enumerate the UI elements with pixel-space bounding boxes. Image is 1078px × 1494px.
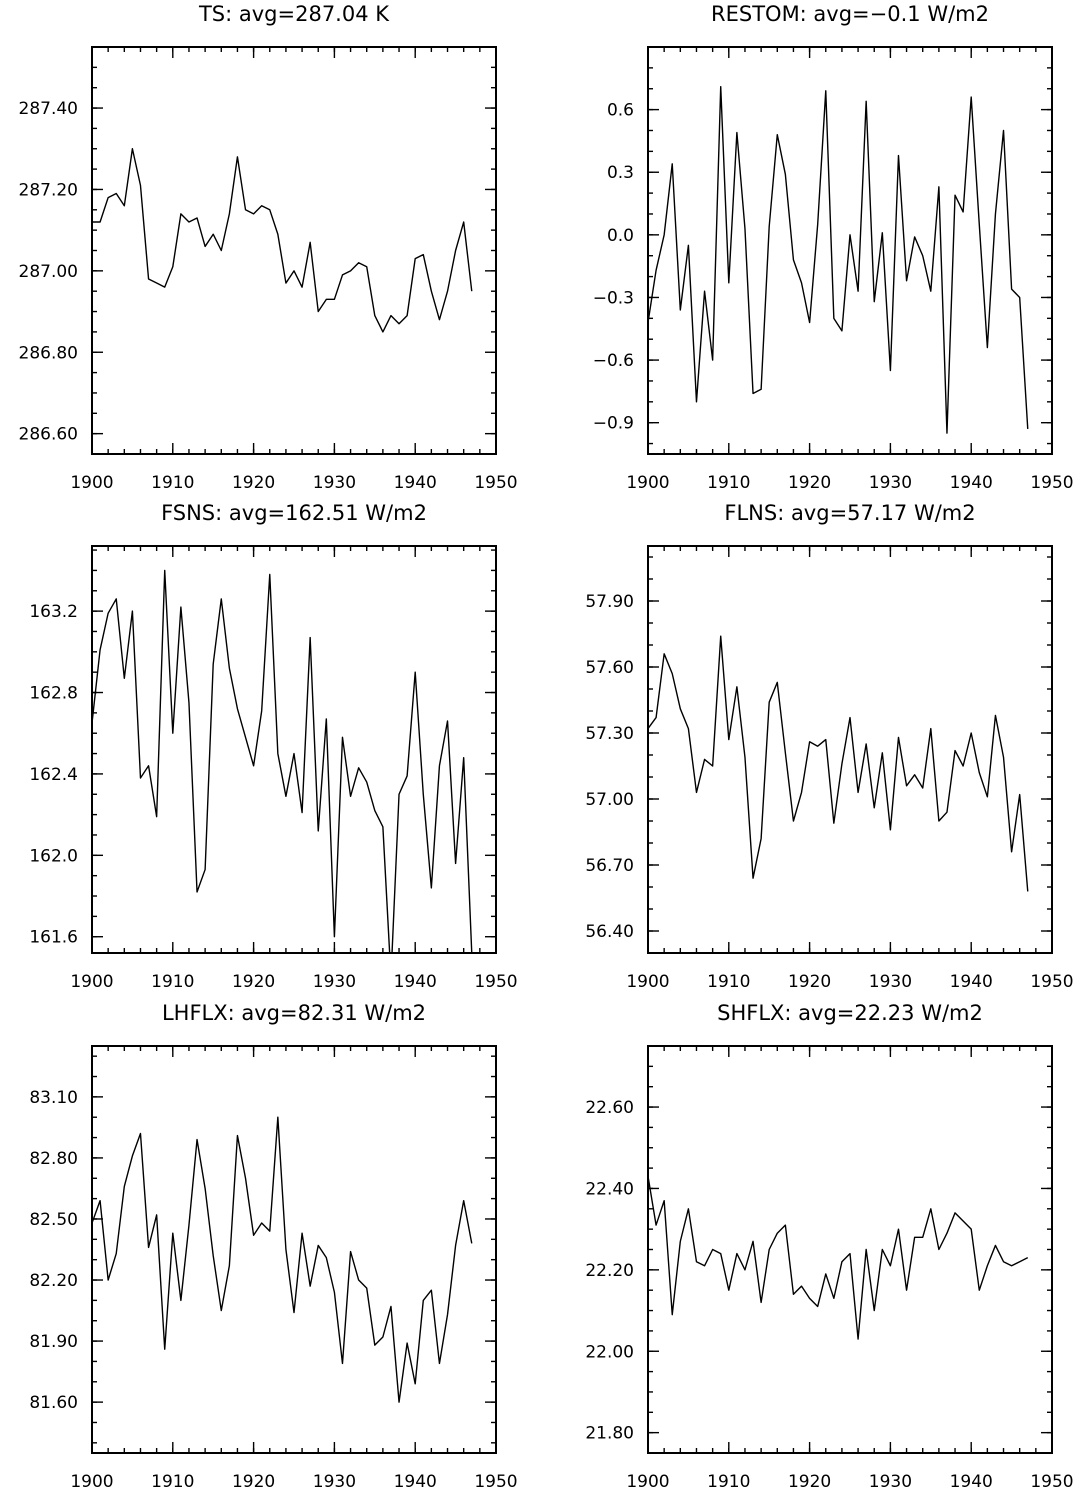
y-tick-label: 82.50	[29, 1210, 78, 1230]
x-tick-label: 1950	[474, 972, 517, 992]
y-tick-label: 22.00	[585, 1342, 634, 1362]
x-tick-label: 1910	[151, 473, 194, 493]
y-tick-label: 286.60	[19, 425, 78, 445]
chart-title: SHFLX: avg=22.23 W/m2	[717, 1001, 983, 1025]
y-tick-label: 287.20	[19, 180, 78, 200]
plot-frame	[91, 1045, 497, 1454]
x-tick-label: 1930	[869, 1472, 912, 1492]
x-tick-label: 1920	[232, 1472, 275, 1492]
y-tick-label: 82.20	[29, 1271, 78, 1291]
x-tick-label: 1900	[70, 473, 113, 493]
y-tick-label: 163.2	[29, 602, 78, 622]
y-tick-label: 57.30	[585, 724, 634, 744]
chart-title: RESTOM: avg=−0.1 W/m2	[711, 2, 989, 26]
chart-panel-4: FLNS: avg=57.17 W/m2 1900 1910 1920 1930 1940…	[585, 501, 1073, 992]
y-tick-label: 21.80	[585, 1424, 634, 1444]
x-tick-label: 1930	[869, 473, 912, 493]
x-tick-label: 1950	[1030, 473, 1073, 493]
y-tick-label: 57.00	[585, 790, 634, 810]
series-line	[648, 85, 1029, 434]
y-tick-label: 57.60	[585, 658, 634, 678]
y-tick-label: 22.60	[585, 1098, 634, 1118]
x-tick-label: 1910	[151, 1472, 194, 1492]
x-tick-label: 1910	[707, 1472, 750, 1492]
series-line	[92, 569, 473, 953]
chart-title: FLNS: avg=57.17 W/m2	[724, 501, 975, 525]
x-tick-label: 1930	[313, 972, 356, 992]
y-tick-label: 0.0	[607, 226, 634, 246]
x-tick-label: 1900	[626, 1472, 669, 1492]
chart-title: TS: avg=287.04 K	[198, 2, 390, 26]
chart-panel-2: RESTOM: avg=−0.1 W/m2 1900 1910 1920 1930 194…	[593, 2, 1074, 493]
y-tick-label: 162.4	[29, 765, 78, 785]
series-line	[92, 148, 473, 333]
x-tick-label: 1940	[950, 473, 993, 493]
x-tick-label: 1940	[950, 1472, 993, 1492]
y-tick-label: 56.70	[585, 856, 634, 876]
x-tick-label: 1910	[707, 972, 750, 992]
plot-frame	[647, 1045, 1053, 1454]
x-tick-label: 1940	[394, 972, 437, 992]
x-tick-label: 1920	[232, 972, 275, 992]
y-tick-label: 22.40	[585, 1179, 634, 1199]
series-line	[648, 635, 1029, 892]
y-tick-label: 83.10	[29, 1088, 78, 1108]
x-tick-label: 1910	[707, 473, 750, 493]
y-tick-label: 81.90	[29, 1332, 78, 1352]
y-tick-label: 56.40	[585, 922, 634, 942]
plot-frame	[91, 545, 497, 954]
plot-frame	[647, 545, 1053, 954]
chart-panel-6: SHFLX: avg=22.23 W/m2 1900 1910 1920 1930 194…	[585, 1001, 1073, 1492]
x-tick-label: 1940	[950, 972, 993, 992]
series-line	[92, 1116, 473, 1403]
x-tick-label: 1910	[151, 972, 194, 992]
chart-title: LHFLX: avg=82.31 W/m2	[162, 1001, 426, 1025]
x-tick-label: 1950	[1030, 1472, 1073, 1492]
x-tick-label: 1900	[70, 1472, 113, 1492]
chart-title: FSNS: avg=162.51 W/m2	[161, 501, 427, 525]
x-tick-label: 1930	[313, 473, 356, 493]
y-tick-label: −0.3	[593, 288, 634, 308]
x-tick-label: 1920	[788, 972, 831, 992]
series-line	[648, 1176, 1029, 1340]
x-tick-label: 1950	[474, 1472, 517, 1492]
x-tick-label: 1930	[313, 1472, 356, 1492]
chart-panel-3: FSNS: avg=162.51 W/m2 1900 1910 1920 1930 194…	[29, 501, 517, 992]
y-tick-label: −0.9	[593, 414, 634, 434]
plot-frame	[91, 46, 497, 455]
y-tick-label: −0.6	[593, 351, 634, 371]
y-tick-label: 0.6	[607, 101, 634, 121]
y-tick-label: 22.20	[585, 1261, 634, 1281]
x-tick-label: 1920	[788, 473, 831, 493]
y-tick-label: 287.00	[19, 262, 78, 282]
y-tick-label: 57.90	[585, 592, 634, 612]
y-tick-label: 161.6	[29, 928, 78, 948]
y-tick-label: 0.3	[607, 163, 634, 183]
y-tick-label: 81.60	[29, 1393, 78, 1413]
x-tick-label: 1920	[788, 1472, 831, 1492]
chart-panel-5: LHFLX: avg=82.31 W/m2 1900 1910 1920 1930 194…	[29, 1001, 517, 1492]
x-tick-label: 1930	[869, 972, 912, 992]
x-tick-label: 1940	[394, 473, 437, 493]
x-tick-label: 1950	[1030, 972, 1073, 992]
y-tick-label: 287.40	[19, 99, 78, 119]
x-tick-label: 1900	[70, 972, 113, 992]
plot-frame	[647, 46, 1053, 455]
y-tick-label: 82.80	[29, 1149, 78, 1169]
x-tick-label: 1950	[474, 473, 517, 493]
chart-panel-1: TS: avg=287.04 K 1900 1910 1920 1930 1940 1950…	[19, 2, 518, 493]
x-tick-label: 1940	[394, 1472, 437, 1492]
x-tick-label: 1900	[626, 473, 669, 493]
x-tick-label: 1920	[232, 473, 275, 493]
y-tick-label: 162.0	[29, 846, 78, 866]
y-tick-label: 162.8	[29, 684, 78, 704]
y-tick-label: 286.80	[19, 343, 78, 363]
x-tick-label: 1900	[626, 972, 669, 992]
